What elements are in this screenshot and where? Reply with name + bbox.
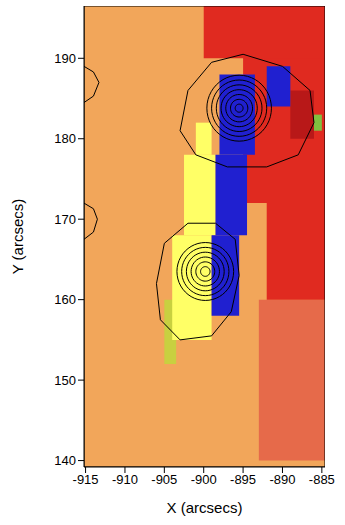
svg-text:-885: -885	[309, 472, 335, 487]
svg-text:X (arcsecs): X (arcsecs)	[167, 499, 243, 516]
svg-text:-900: -900	[191, 472, 217, 487]
svg-text:-915: -915	[73, 472, 99, 487]
svg-text:180: 180	[54, 131, 76, 146]
svg-text:-890: -890	[269, 472, 295, 487]
svg-text:190: 190	[54, 51, 76, 66]
svg-text:140: 140	[54, 453, 76, 468]
svg-text:Y (arcsecs): Y (arcsecs)	[9, 199, 26, 275]
svg-text:160: 160	[54, 292, 76, 307]
svg-text:150: 150	[54, 373, 76, 388]
svg-text:-910: -910	[112, 472, 138, 487]
svg-text:170: 170	[54, 212, 76, 227]
svg-text:-905: -905	[151, 472, 177, 487]
svg-text:-895: -895	[230, 472, 256, 487]
